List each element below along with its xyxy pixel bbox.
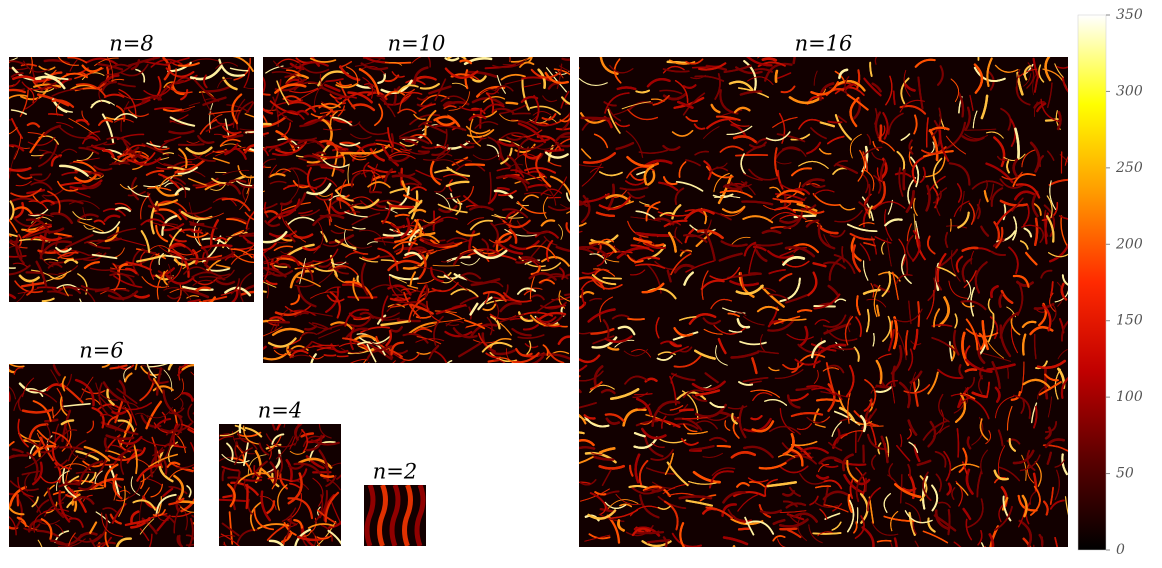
panel-title: n=16 bbox=[795, 32, 853, 56]
vorticity-filament bbox=[895, 539, 897, 558]
panel-image bbox=[364, 485, 426, 546]
vorticity-filament bbox=[628, 319, 644, 320]
tick-label: 200 bbox=[1115, 236, 1143, 252]
vorticity-filament bbox=[27, 272, 41, 273]
vorticity-filament bbox=[223, 544, 233, 564]
panel-image bbox=[0, 46, 274, 320]
vorticity-filament bbox=[718, 446, 730, 447]
vorticity-filament bbox=[31, 174, 42, 175]
vorticity-filament bbox=[904, 170, 905, 189]
vorticity-filament bbox=[371, 192, 381, 193]
vorticity-filament bbox=[603, 278, 621, 279]
vorticity-filament bbox=[498, 188, 509, 189]
vorticity-filament bbox=[734, 546, 741, 554]
vorticity-filament bbox=[776, 71, 777, 82]
vorticity-filament bbox=[507, 103, 518, 104]
vorticity-filament bbox=[419, 151, 429, 152]
vorticity-filament bbox=[828, 122, 841, 123]
tick-label: 350 bbox=[1116, 7, 1143, 23]
tick-label: 250 bbox=[1115, 160, 1143, 176]
vorticity-filament bbox=[551, 369, 579, 379]
vorticity-filament bbox=[0, 357, 9, 369]
tick-label: 300 bbox=[1116, 83, 1143, 99]
panel-image bbox=[200, 406, 355, 564]
vorticity-filament bbox=[567, 387, 581, 392]
vorticity-filament bbox=[0, 61, 10, 65]
vorticity-filament bbox=[736, 155, 767, 156]
vorticity-filament bbox=[985, 546, 990, 564]
vorticity-filament bbox=[971, 35, 979, 60]
vorticity-filament bbox=[880, 126, 881, 141]
vorticity-filament bbox=[680, 410, 693, 411]
tick-label: 100 bbox=[1116, 389, 1143, 405]
panel-title: n=4 bbox=[258, 399, 302, 423]
vorticity-filament bbox=[985, 546, 990, 564]
tick-label: 150 bbox=[1116, 313, 1143, 329]
vorticity-filament bbox=[193, 468, 200, 487]
vorticity-filament bbox=[563, 54, 580, 60]
panel-title: n=8 bbox=[109, 32, 153, 56]
tick-label: 50 bbox=[1116, 466, 1134, 482]
vorticity-filament bbox=[734, 546, 741, 554]
tick-label: 0 bbox=[1116, 542, 1125, 558]
panel-title: n=6 bbox=[79, 339, 123, 363]
vorticity-filament bbox=[1016, 545, 1034, 563]
vorticity-filament bbox=[80, 299, 91, 319]
vorticity-filament bbox=[321, 475, 333, 477]
vorticity-filament bbox=[750, 273, 760, 274]
vorticity-filament bbox=[564, 402, 579, 405]
vorticity-filament bbox=[780, 529, 796, 530]
vorticity-filament bbox=[739, 529, 750, 530]
vorticity-filament bbox=[971, 35, 979, 60]
vorticity-filament bbox=[192, 516, 205, 546]
vorticity-filament bbox=[513, 113, 531, 114]
vorticity-filament bbox=[247, 485, 248, 508]
vorticity-filament bbox=[480, 109, 481, 128]
vorticity-filament bbox=[948, 510, 949, 534]
vorticity-filament bbox=[635, 532, 663, 533]
vorticity-filament bbox=[244, 347, 266, 353]
vorticity-filament bbox=[254, 167, 264, 168]
panel-image bbox=[0, 343, 214, 563]
vorticity-filament bbox=[582, 118, 612, 119]
vorticity-filament bbox=[337, 356, 348, 357]
vorticity-filament bbox=[194, 408, 213, 413]
vorticity-filament bbox=[813, 533, 841, 534]
vorticity-filament bbox=[324, 355, 335, 356]
colorbar bbox=[1078, 15, 1106, 550]
vorticity-filament bbox=[192, 511, 214, 524]
vorticity-filament bbox=[1016, 545, 1034, 563]
panel-image bbox=[240, 50, 593, 379]
panel-title: n=2 bbox=[373, 460, 417, 484]
panel-title: n=10 bbox=[388, 32, 446, 56]
vorticity-filament bbox=[784, 191, 785, 208]
panel-image bbox=[551, 35, 1089, 564]
vorticity-filament bbox=[179, 144, 204, 145]
